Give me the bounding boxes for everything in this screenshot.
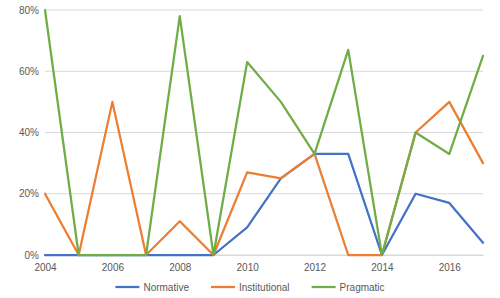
grid bbox=[45, 10, 483, 255]
legend: Normative Institutional Pragmatic bbox=[115, 282, 384, 293]
x-tick: 2010 bbox=[237, 255, 260, 273]
y-tick: 20% bbox=[19, 188, 45, 199]
legend-swatch bbox=[312, 286, 336, 288]
series-line bbox=[45, 10, 483, 255]
y-tick-label: 60% bbox=[19, 66, 39, 77]
x-tick-label: 2012 bbox=[304, 262, 327, 273]
y-axis-line bbox=[45, 11, 46, 256]
x-tick-label: 2006 bbox=[102, 262, 125, 273]
legend-label: Normative bbox=[143, 282, 189, 293]
y-tick: 80% bbox=[19, 5, 45, 16]
x-tick: 2004 bbox=[34, 255, 57, 273]
x-tick: 2012 bbox=[304, 255, 327, 273]
x-tick: 2014 bbox=[371, 255, 394, 273]
x-tick-label: 2004 bbox=[34, 262, 57, 273]
x-tick-label: 2014 bbox=[371, 262, 394, 273]
y-tick: 60% bbox=[19, 66, 45, 77]
legend-swatch bbox=[211, 286, 235, 288]
y-tick-label: 40% bbox=[19, 127, 39, 138]
lines bbox=[45, 10, 483, 255]
series-line bbox=[45, 154, 483, 255]
x-tick: 2006 bbox=[102, 255, 125, 273]
legend-label: Institutional bbox=[239, 282, 290, 293]
x-tick-label: 2010 bbox=[237, 262, 260, 273]
legend-label: Pragmatic bbox=[340, 282, 385, 293]
grid-line bbox=[45, 10, 483, 11]
y-tick-label: 0% bbox=[25, 250, 40, 261]
y-tick: 0% bbox=[25, 250, 45, 261]
x-tick-label: 2016 bbox=[439, 262, 462, 273]
y-tick-label: 80% bbox=[19, 5, 39, 16]
series-line bbox=[45, 102, 483, 255]
y-tick: 40% bbox=[19, 127, 45, 138]
x-tick: 2008 bbox=[169, 255, 192, 273]
x-tick-label: 2008 bbox=[169, 262, 192, 273]
y-axis: 0% 20% 40% 60% 80% bbox=[19, 5, 46, 261]
chart: 0%20%40%60%80%20042006200820102012201420… bbox=[0, 0, 500, 298]
plot: 0%20%40%60%80%20042006200820102012201420… bbox=[19, 5, 484, 273]
grid-line bbox=[45, 71, 483, 72]
legend-swatch bbox=[115, 286, 139, 288]
x-axis: 2004 2006 2008 2010 2012 2014 2016 bbox=[34, 255, 483, 273]
legend-item: Institutional bbox=[211, 282, 290, 293]
y-tick-label: 20% bbox=[19, 188, 39, 199]
x-tick: 2016 bbox=[439, 255, 462, 273]
legend-item: Pragmatic bbox=[312, 282, 385, 293]
legend-item: Normative bbox=[115, 282, 189, 293]
